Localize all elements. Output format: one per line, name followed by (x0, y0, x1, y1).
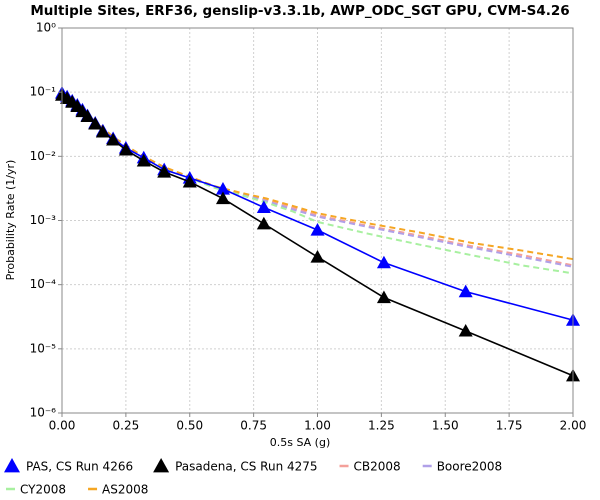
data-point (376, 290, 391, 304)
x-tick-label: 0.25 (113, 419, 140, 433)
data-point (88, 116, 103, 130)
legend: PAS, CS Run 4266 Pasadena, CS Run 4275 CB2… (4, 458, 502, 497)
y-tick-label: 10⁻¹ (30, 85, 57, 99)
data-point (458, 284, 473, 298)
y-tick-label: 10⁻⁶ (30, 406, 57, 420)
y-tick-label: 10⁻³ (30, 213, 57, 227)
legend-label: AS2008 (102, 483, 148, 497)
legend-item: PAS, CS Run 4266 (4, 458, 133, 474)
legend-item: CB2008 (339, 460, 401, 474)
ticks: 10⁰ 10⁻¹ 10⁻² 10⁻³ 10⁻⁴ 10⁻⁵ 10⁻⁶0.00 0.25 0.50 0… (30, 21, 587, 433)
legend-item: CY2008 (6, 483, 66, 497)
data-point (215, 191, 230, 205)
y-tick-label: 10⁻⁴ (30, 277, 57, 291)
x-tick-label: 1.75 (496, 419, 523, 433)
x-tick-label: 2.00 (560, 419, 587, 433)
data-point (256, 200, 271, 214)
legend-label: Pasadena, CS Run 4275 (175, 460, 317, 474)
data-point (458, 323, 473, 337)
legend-label: PAS, CS Run 4266 (26, 460, 133, 474)
data-point (182, 174, 197, 188)
data-point (118, 142, 133, 156)
data-point (157, 164, 172, 178)
legend-item: Pasadena, CS Run 4275 (153, 458, 318, 474)
data-point (95, 124, 110, 138)
data-point (310, 249, 325, 263)
x-axis-label: 0.5s SA (g) (270, 436, 331, 449)
legend-label: CY2008 (20, 483, 66, 497)
y-axis-label: Probability Rate (1/yr) (4, 160, 17, 281)
y-tick-label: 10⁻² (30, 149, 57, 163)
legend-symbol (4, 458, 20, 473)
data-point (215, 181, 230, 195)
data-point (136, 153, 151, 167)
data-point (106, 132, 121, 146)
legend-symbol (153, 458, 170, 473)
x-tick-label: 0.00 (49, 419, 76, 433)
x-tick-label: 0.50 (176, 419, 203, 433)
chart-title: Multiple Sites, ERF36, genslip-v3.3.1b, … (30, 3, 569, 19)
grid (61, 27, 574, 414)
data-point (310, 223, 325, 236)
y-tick-label: 10⁻⁵ (30, 341, 57, 355)
legend-label: CB2008 (354, 460, 401, 474)
x-tick-label: 0.75 (240, 419, 267, 433)
legend-label: Boore2008 (437, 460, 503, 474)
data-point (256, 216, 271, 230)
x-tick-label: 1.00 (304, 419, 331, 433)
legend-item: Boore2008 (422, 460, 503, 474)
y-tick-label: 10⁰ (36, 21, 56, 35)
x-tick-label: 1.50 (432, 419, 459, 433)
data-point (376, 255, 391, 269)
data-point (80, 109, 95, 122)
legend-item: AS2008 (88, 483, 148, 497)
x-tick-label: 1.25 (368, 419, 395, 433)
